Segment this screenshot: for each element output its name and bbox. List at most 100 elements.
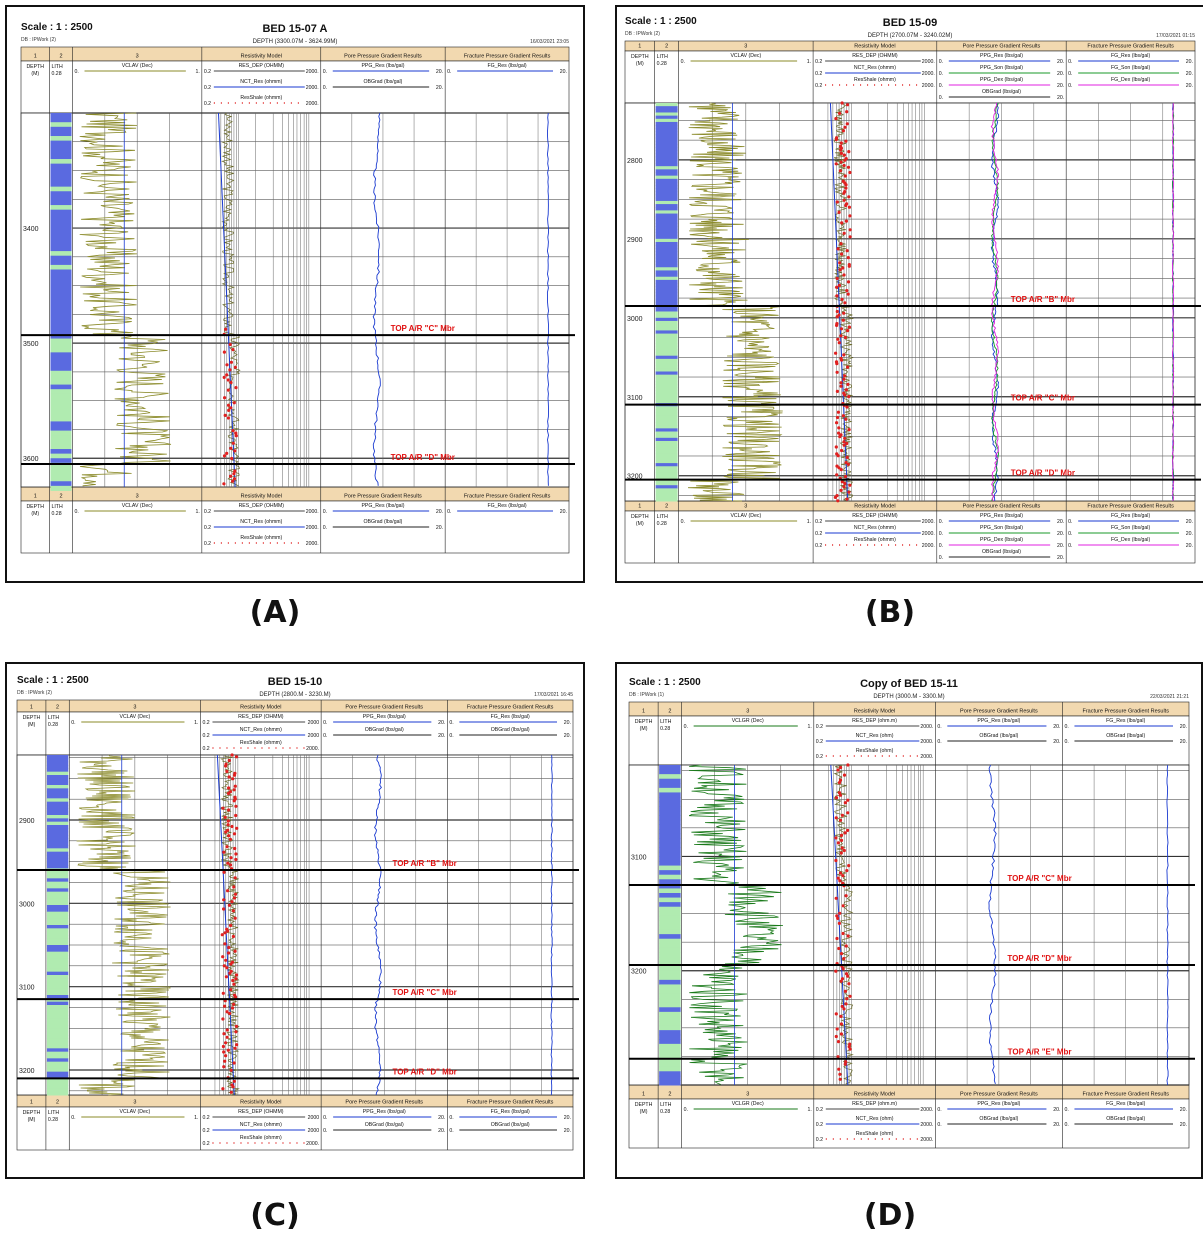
curve-name: OBGrad (lbs/gal) (365, 727, 404, 733)
resshale-point (233, 1046, 237, 1050)
resshale-point (846, 462, 850, 466)
lith-block (659, 851, 681, 857)
chart-title: BED 15-07 A (262, 23, 327, 35)
resshale-point (226, 819, 230, 823)
lith-block (655, 241, 678, 246)
resshale-point (842, 273, 846, 277)
lith-block (659, 833, 681, 839)
curve-min: 0. (447, 69, 451, 75)
lith-block (659, 938, 681, 944)
curve-max: 20. (1057, 531, 1064, 537)
lith-block (659, 856, 681, 862)
resshale-point (226, 1048, 230, 1052)
lith-block (659, 815, 681, 821)
lith-block (659, 783, 681, 789)
lith-block (46, 961, 69, 966)
curve-name: VCLGR (Dec) (732, 718, 764, 724)
lith-block (655, 305, 678, 309)
lith-block (46, 1025, 69, 1029)
lith-block (659, 897, 681, 903)
resshale-point (837, 781, 842, 785)
resshale-point (839, 952, 844, 956)
resshale-point (839, 833, 844, 837)
curve-max: 20. (564, 733, 571, 739)
curve-max: 20. (1180, 724, 1187, 730)
vcl-curve (76, 754, 171, 1096)
lith-block (50, 453, 72, 459)
lith-block (655, 106, 678, 110)
scale-text: Scale : 1 : 2500 (17, 675, 89, 686)
lith-block (655, 463, 678, 467)
resshale-point (231, 1085, 235, 1089)
curve-max: 1. (807, 1107, 811, 1113)
lith-block (659, 1007, 681, 1013)
resshale-point (229, 380, 233, 385)
formation-top-label: TOP A/R "B" Mbr (1011, 295, 1075, 304)
resshale-point (224, 764, 228, 768)
fg-curve (1172, 103, 1175, 502)
lith-header: LITH (660, 719, 671, 725)
curve-min: 0.2 (202, 1128, 209, 1134)
lith-block (655, 181, 678, 186)
resshale-point (232, 1002, 236, 1006)
lith-block (50, 458, 72, 464)
lith-block (50, 407, 72, 413)
curve-name: PPG_Dex (lbs/gal) (980, 537, 1023, 543)
lith-block (655, 422, 678, 426)
curve-min: 0. (939, 71, 943, 77)
lith-block (50, 426, 72, 432)
lith-block (655, 434, 678, 439)
curve-max: 20. (1180, 1107, 1187, 1113)
lith-block (46, 881, 69, 886)
resshale-point (836, 337, 840, 341)
resshale-point (837, 921, 841, 925)
resshale-point (841, 874, 845, 878)
lith-block (659, 806, 681, 812)
curve-max: 2000. (922, 59, 935, 65)
lith-block (655, 377, 678, 382)
resshale-point (837, 431, 841, 435)
lith-block (46, 781, 69, 786)
curve-max: 2000. (306, 1141, 319, 1147)
lith-block (655, 311, 678, 316)
lith-block (50, 402, 72, 409)
lith-block (655, 396, 678, 401)
resshale-point (843, 436, 847, 440)
track-number: 1 (638, 504, 641, 510)
lith-block (46, 838, 69, 843)
lith-block (655, 115, 678, 120)
curve-min: 0.2 (816, 1107, 823, 1113)
date-text: 17/03/2021 16:45 (534, 692, 573, 698)
lith-block (659, 952, 681, 958)
resshale-point (839, 381, 843, 385)
lith-block (659, 906, 681, 912)
well-log-chart: Scale : 1 : 2500 DB : IPWork (2) BED 15-10… (16, 675, 579, 1151)
curve-max: 20. (436, 525, 443, 531)
lith-block (655, 137, 678, 142)
resshale-point (848, 483, 852, 487)
resshale-point (233, 365, 237, 369)
lith-block (655, 245, 678, 249)
curve-max: 20. (438, 1128, 445, 1134)
resshale-point (232, 472, 236, 476)
resshale-point (837, 466, 841, 470)
curve-name: RES_DEP (OHMM) (239, 503, 285, 509)
lith-block (655, 336, 678, 341)
resshale-point (836, 916, 840, 920)
track-number: Fracture Pressure Gradient Results (464, 494, 551, 500)
resshale-point (233, 916, 237, 920)
lith-block (50, 218, 72, 224)
resshale-point (847, 195, 851, 199)
lith-header: LITH (657, 54, 668, 60)
resshale-point (226, 861, 230, 865)
formation-top-label: TOP A/R "C" Mbr (1007, 874, 1071, 883)
resshale-point (845, 869, 849, 873)
lith-block (655, 302, 678, 306)
resshale-point (847, 428, 851, 432)
resshale-point (834, 816, 838, 820)
chart-title: BED 15-09 (883, 17, 937, 29)
lith-block (50, 366, 72, 372)
lith-block (659, 1039, 681, 1045)
vcl-curve (79, 112, 172, 487)
lith-block (655, 488, 678, 493)
